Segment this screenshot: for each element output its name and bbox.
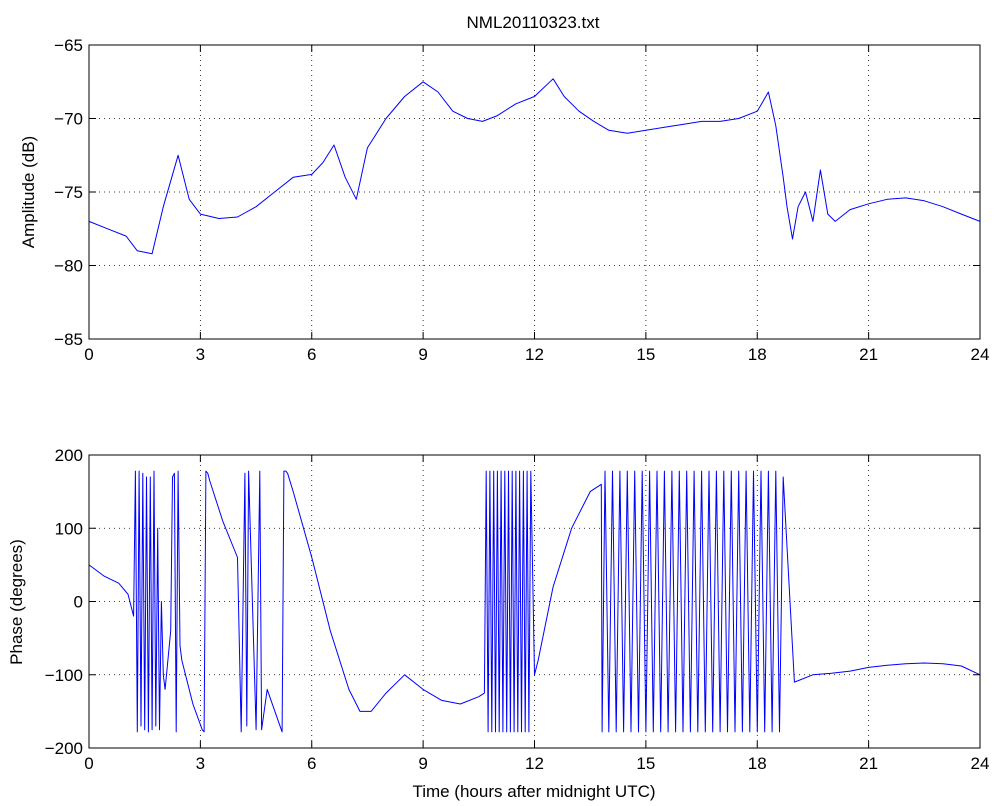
amplitude-y-tick-label: −75 <box>54 183 83 202</box>
phase-y-tick-label: −100 <box>45 666 83 685</box>
phase-line <box>88 470 981 733</box>
phase-x-ticks: 0 3 6 9 12 15 18 21 24 <box>84 455 989 773</box>
amplitude-axes: NML20110323.txt 0 3 6 9 12 15 18 21 24 −85 −80 −75… <box>19 13 989 364</box>
amplitude-series <box>88 78 981 255</box>
amplitude-y-tick-label: −65 <box>54 36 83 55</box>
phase-y-tick-label: 0 <box>74 593 83 612</box>
phase-x-tick-label: 0 <box>84 754 93 773</box>
amplitude-x-tick-label: 9 <box>418 345 427 364</box>
amplitude-y-tick-label: −80 <box>54 257 83 276</box>
amplitude-y-tick-label: −85 <box>54 330 83 349</box>
phase-x-tick-label: 6 <box>307 754 316 773</box>
amplitude-y-tick-label: −70 <box>54 110 83 129</box>
amplitude-x-tick-label: 12 <box>525 345 544 364</box>
phase-y-tick-label: −200 <box>45 739 83 758</box>
phase-y-ticks: −200 −100 0 100 200 <box>45 446 980 758</box>
phase-x-tick-label: 9 <box>418 754 427 773</box>
chart-title: NML20110323.txt <box>467 13 600 32</box>
phase-axes: 0 3 6 9 12 15 18 21 24 −200 −100 0 100 200 Phase (de… <box>7 446 989 801</box>
amplitude-x-tick-label: 24 <box>971 345 990 364</box>
phase-y-axis-label: Phase (degrees) <box>7 539 26 665</box>
x-axis-label: Time (hours after midnight UTC) <box>412 782 655 801</box>
amplitude-x-tick-label: 15 <box>636 345 655 364</box>
amplitude-x-tick-label: 0 <box>84 345 93 364</box>
phase-x-tick-label: 15 <box>636 754 655 773</box>
amplitude-x-tick-label: 6 <box>307 345 316 364</box>
phase-x-tick-label: 18 <box>748 754 767 773</box>
amplitude-x-tick-label: 3 <box>196 345 205 364</box>
phase-x-tick-label: 3 <box>196 754 205 773</box>
amplitude-x-ticks: 0 3 6 9 12 15 18 21 24 <box>84 45 989 364</box>
amplitude-y-axis-label: Amplitude (dB) <box>19 136 38 248</box>
amplitude-y-ticks: −85 −80 −75 −70 −65 <box>54 36 980 349</box>
amplitude-grid <box>89 45 980 339</box>
phase-series <box>88 470 981 733</box>
amplitude-line <box>88 78 981 255</box>
amplitude-x-tick-label: 21 <box>859 345 878 364</box>
phase-y-tick-label: 100 <box>55 519 83 538</box>
phase-x-tick-label: 12 <box>525 754 544 773</box>
phase-y-tick-label: 200 <box>55 446 83 465</box>
amplitude-x-tick-label: 18 <box>748 345 767 364</box>
phase-x-tick-label: 21 <box>859 754 878 773</box>
phase-x-tick-label: 24 <box>971 754 990 773</box>
